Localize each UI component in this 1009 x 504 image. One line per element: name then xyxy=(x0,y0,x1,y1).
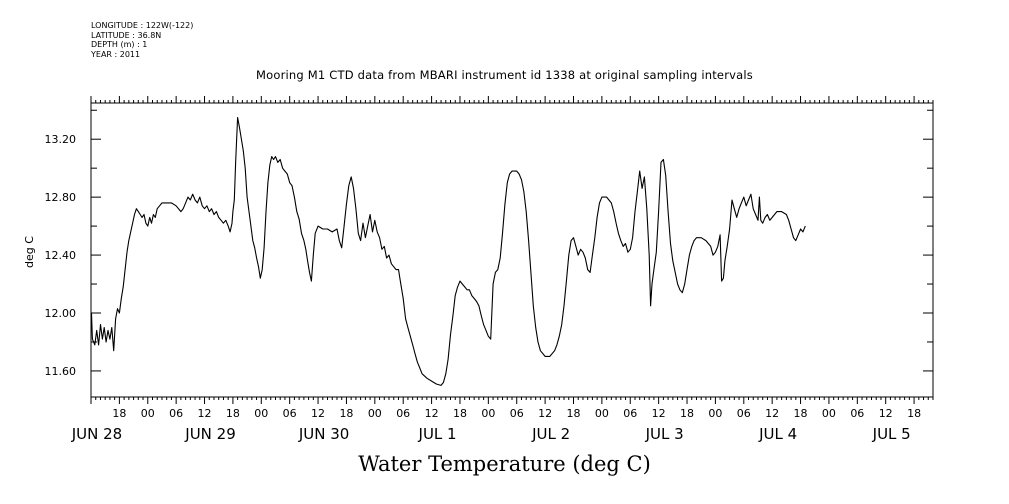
y-tick-label: 13.20 xyxy=(45,133,77,146)
x-tick-label: 12 xyxy=(765,407,779,420)
x-tick-label: 06 xyxy=(169,407,183,420)
x-axis-title: Water Temperature (deg C) xyxy=(358,452,651,476)
x-tick-label: 00 xyxy=(141,407,155,420)
y-axis-label: deg C xyxy=(23,236,36,268)
latitude-label: LATITUDE : 36.8N xyxy=(91,30,162,40)
y-tick-label: 12.40 xyxy=(45,249,77,262)
y-tick-label: 11.60 xyxy=(45,365,77,378)
x-tick-label: 06 xyxy=(396,407,410,420)
x-tick-label: 18 xyxy=(339,407,353,420)
metadata-block: LONGITUDE : 122W(-122) LATITUDE : 36.8N … xyxy=(91,21,193,59)
x-day-label: JUN 30 xyxy=(298,425,349,443)
x-tick-label: 18 xyxy=(907,407,921,420)
x-tick-label: 18 xyxy=(226,407,240,420)
x-tick-label: 06 xyxy=(623,407,637,420)
x-tick-label: 12 xyxy=(652,407,666,420)
x-tick-label: 12 xyxy=(879,407,893,420)
plot-frame xyxy=(90,102,934,398)
temperature-series-line xyxy=(90,116,806,386)
x-tick-label: 18 xyxy=(566,407,580,420)
longitude-label: LONGITUDE : 122W(-122) xyxy=(91,21,194,30)
x-tick-label: 00 xyxy=(368,407,382,420)
x-tick-label: 18 xyxy=(680,407,694,420)
x-tick-label: 00 xyxy=(822,407,836,420)
x-tick-label: 00 xyxy=(481,407,495,420)
chart-title: Mooring M1 CTD data from MBARI instrumen… xyxy=(256,68,753,82)
x-day-label: JUN 29 xyxy=(184,425,235,443)
x-day-label: JUN 28 xyxy=(71,425,122,443)
y-tick-label: 12.80 xyxy=(45,191,77,204)
x-tick-label: 06 xyxy=(850,407,864,420)
x-day-label: JUL 5 xyxy=(872,425,911,443)
x-day-label: JUL 2 xyxy=(531,425,570,443)
x-tick-label: 18 xyxy=(112,407,126,420)
x-tick-label: 00 xyxy=(254,407,268,420)
x-day-label: JUL 3 xyxy=(645,425,684,443)
depth-label: DEPTH (m) : 1 xyxy=(91,40,148,49)
x-day-label: JUL 4 xyxy=(758,425,797,443)
x-tick-label: 00 xyxy=(595,407,609,420)
x-day-label: JUL 1 xyxy=(418,425,457,443)
x-tick-label: 06 xyxy=(283,407,297,420)
x-tick-label: 00 xyxy=(708,407,722,420)
x-tick-label: 12 xyxy=(198,407,212,420)
x-tick-label: 18 xyxy=(794,407,808,420)
x-tick-label: 18 xyxy=(453,407,467,420)
x-tick-label: 12 xyxy=(425,407,439,420)
x-tick-label: 12 xyxy=(311,407,325,420)
x-tick-label: 06 xyxy=(737,407,751,420)
year-label: YEAR : 2011 xyxy=(91,49,141,59)
x-tick-label: 06 xyxy=(510,407,524,420)
x-tick-label: 12 xyxy=(538,407,552,420)
y-tick-label: 12.00 xyxy=(45,307,77,320)
